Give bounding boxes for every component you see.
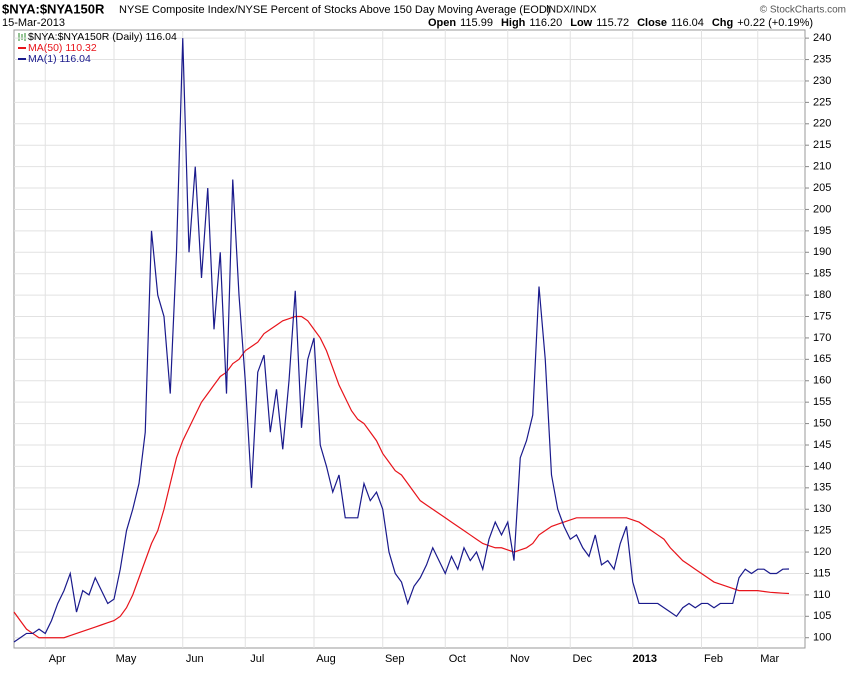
- date: 15-Mar-2013: [2, 17, 65, 29]
- y-tick-label: 155: [813, 396, 831, 408]
- quote-label: Low: [570, 17, 592, 29]
- y-tick-label: 120: [813, 546, 831, 558]
- legend: $NYA:$NYA150R (Daily) 116.04 MA(50) 110.…: [18, 31, 177, 65]
- quote-label: Chg: [712, 17, 733, 29]
- y-tick-label: 130: [813, 503, 831, 515]
- y-tick-label: 185: [813, 268, 831, 280]
- y-tick-label: 235: [813, 53, 831, 65]
- legend-label: MA(1) 116.04: [28, 53, 91, 65]
- x-tick-label: Dec: [572, 653, 592, 665]
- y-tick-label: 195: [813, 225, 831, 237]
- x-tick-label: Feb: [704, 653, 723, 665]
- y-tick-label: 210: [813, 161, 831, 173]
- y-tick-label: 170: [813, 332, 831, 344]
- y-tick-label: 215: [813, 139, 831, 151]
- y-tick-label: 175: [813, 310, 831, 322]
- x-tick-label: Mar: [760, 653, 779, 665]
- x-tick-label: Oct: [449, 653, 466, 665]
- series-line: [13, 315, 790, 639]
- legend-icon: [18, 33, 26, 41]
- y-tick-label: 240: [813, 32, 831, 44]
- y-tick-label: 110: [813, 589, 831, 601]
- y-tick-label: 165: [813, 353, 831, 365]
- y-tick-label: 190: [813, 246, 831, 258]
- quote-value: +0.22 (+0.19%): [737, 17, 813, 29]
- y-tick-label: 220: [813, 118, 831, 130]
- x-tick-label: May: [116, 653, 137, 665]
- quote-label: High: [501, 17, 526, 29]
- credit: © StockCharts.com: [760, 5, 846, 16]
- y-tick-label: 140: [813, 460, 831, 472]
- y-tick-label: 200: [813, 203, 831, 215]
- y-tick-label: 100: [813, 632, 831, 644]
- exchange: INDX/INDX: [546, 5, 597, 16]
- symbol: $NYA:$NYA150R: [2, 1, 105, 16]
- chart-title: NYSE Composite Index/NYSE Percent of Sto…: [119, 4, 550, 16]
- quote-label: Open: [428, 17, 456, 29]
- x-tick-label: Jul: [250, 653, 264, 665]
- quote-value: 115.72: [596, 17, 629, 29]
- y-tick-label: 180: [813, 289, 831, 301]
- x-tick-label: Aug: [316, 653, 336, 665]
- y-tick-label: 105: [813, 610, 831, 622]
- quote-value: 116.04: [671, 17, 704, 29]
- x-tick-label: Nov: [510, 653, 530, 665]
- y-tick-label: 230: [813, 75, 831, 87]
- y-tick-label: 225: [813, 96, 831, 108]
- legend-label: MA(50) 110.32: [28, 42, 97, 54]
- y-tick-label: 205: [813, 182, 831, 194]
- y-tick-label: 150: [813, 417, 831, 429]
- quote-value: 116.20: [529, 17, 562, 29]
- x-tick-label: Apr: [49, 653, 66, 665]
- x-tick-label: 2013: [633, 653, 657, 665]
- y-tick-label: 125: [813, 525, 831, 537]
- plot-frame: [13, 29, 806, 649]
- quote-value: 115.99: [460, 17, 493, 29]
- legend-title: $NYA:$NYA150R (Daily) 116.04: [28, 31, 177, 43]
- x-tick-label: Sep: [385, 653, 405, 665]
- y-tick-label: 160: [813, 375, 831, 387]
- y-tick-label: 115: [813, 567, 831, 579]
- y-tick-label: 145: [813, 439, 831, 451]
- series-line: [13, 38, 790, 643]
- x-tick-label: Jun: [186, 653, 204, 665]
- quote-label: Close: [637, 17, 667, 29]
- y-tick-label: 135: [813, 482, 831, 494]
